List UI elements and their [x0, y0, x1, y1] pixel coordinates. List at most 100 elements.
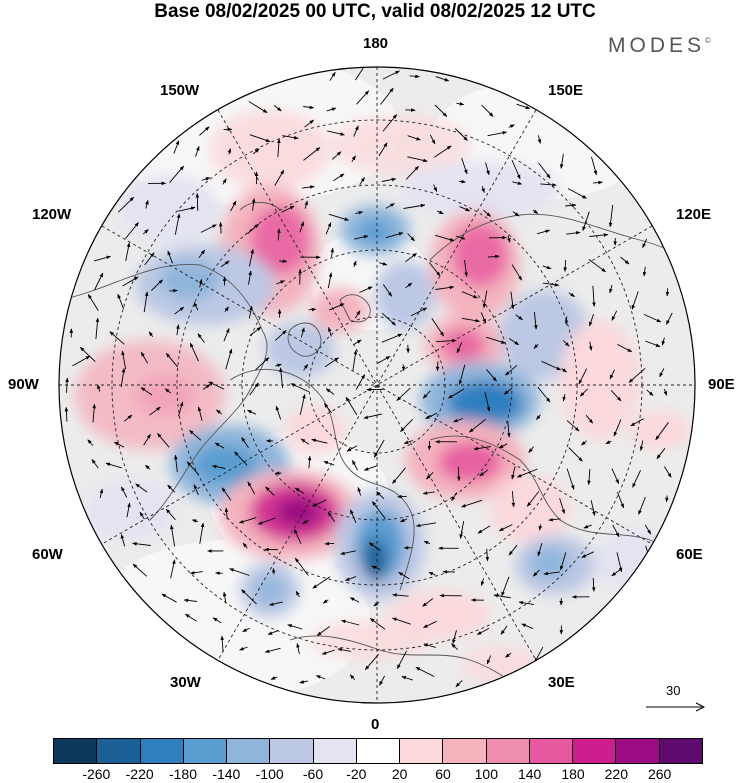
wind-vector: [407, 233, 415, 242]
wind-vector: [349, 597, 360, 603]
colorbar-segment: [226, 739, 270, 763]
colorbar-labels: -260 -220 -180 -140 -100 -60 -20 20 60 100 140 180 2…: [53, 766, 703, 783]
wind-vector: [356, 90, 370, 105]
wind-vector: [275, 363, 282, 368]
wind-vector: [638, 496, 646, 515]
wind-vector: [220, 635, 224, 653]
wind-vector: [434, 145, 452, 158]
wind-vector: [373, 439, 385, 458]
wind-vector: [326, 107, 337, 112]
wind-vector: [433, 184, 438, 193]
wind-vector: [486, 369, 497, 382]
wind-vector: [589, 233, 609, 237]
wind-vector: [664, 466, 672, 478]
wind-vector: [481, 186, 485, 193]
colorbar-segment: [485, 739, 529, 763]
wind-vector: [97, 384, 101, 392]
wind-vector: [592, 180, 603, 185]
wind-vector: [303, 364, 309, 371]
colorbar: [53, 738, 703, 764]
wind-vector: [591, 577, 596, 592]
wind-vector: [436, 210, 444, 215]
wind-vector: [353, 339, 362, 345]
wind-vector: [304, 119, 315, 128]
colorbar-tick-label: 100: [474, 766, 499, 782]
polar-map: [58, 66, 696, 704]
wind-vector: [451, 492, 457, 502]
wind-vector: [511, 466, 516, 480]
colorbar-segment: [399, 739, 443, 763]
wind-vector: [302, 185, 315, 189]
wind-vector: [528, 446, 535, 453]
wind-vector: [609, 284, 613, 294]
wind-vector: [581, 551, 594, 558]
wind-vector: [247, 481, 256, 495]
wind-vector: [628, 368, 646, 383]
wind-vector: [359, 286, 373, 293]
wind-vector: [385, 232, 404, 239]
wind-vector: [327, 326, 332, 337]
wind-vector: [396, 387, 411, 401]
colorbar-segment: [139, 739, 183, 763]
wind-vector: [481, 104, 494, 117]
wind-vector: [498, 524, 513, 532]
wind-vector: [242, 542, 248, 549]
wind-vector: [435, 285, 455, 290]
colorbar-tick-label: -220: [125, 766, 154, 782]
wind-vector: [369, 618, 386, 630]
wind-vector: [151, 279, 163, 291]
wind-vector: [455, 680, 463, 688]
wind-vector: [536, 229, 551, 235]
wind-vector: [588, 259, 606, 273]
wind-vector: [484, 392, 491, 412]
wind-vector: [620, 256, 630, 265]
wind-vector: [561, 368, 567, 373]
colorbar-segment: [572, 739, 616, 763]
wind-vector: [605, 440, 612, 445]
wind-vector: [392, 617, 411, 625]
wind-vector: [143, 291, 149, 313]
wind-vector: [611, 310, 618, 321]
wind-vector: [642, 266, 647, 277]
wind-vector: [91, 459, 99, 469]
wind-vector: [537, 386, 551, 403]
wind-vector: [565, 203, 577, 208]
wind-vector: [665, 495, 669, 503]
wind-vector: [109, 331, 125, 345]
wind-vector: [468, 419, 486, 433]
wind-vector: [135, 483, 148, 493]
colorbar-tick-label: -140: [212, 766, 241, 782]
wind-vector: [198, 278, 203, 288]
wind-vector: [189, 429, 202, 441]
wind-vector: [380, 87, 394, 105]
wind-vector: [279, 367, 284, 389]
wind-vector: [199, 522, 205, 544]
wind-vector: [425, 412, 438, 420]
wind-vector: [287, 624, 303, 630]
wind-vector: [123, 414, 133, 422]
wind-vector: [277, 138, 281, 158]
wind-vector: [609, 369, 615, 380]
wind-vector: [401, 364, 406, 372]
wind-vector: [655, 422, 669, 441]
wind-vector: [541, 360, 562, 371]
wind-vector: [461, 157, 468, 175]
wind-vector: [642, 238, 648, 249]
wind-vector: [120, 367, 126, 388]
wind-vector: [538, 162, 551, 179]
wind-vector: [239, 646, 248, 651]
wind-vector: [79, 346, 96, 363]
wind-vector: [274, 169, 285, 186]
colorbar-segment: [312, 739, 356, 763]
wind-vector: [201, 177, 211, 181]
meridian-label-90w: 90W: [8, 376, 39, 393]
reference-vector-value: 30: [666, 683, 681, 698]
wind-vector: [241, 437, 249, 448]
wind-vector: [381, 333, 403, 343]
wind-vector: [542, 282, 560, 287]
wind-vector: [193, 484, 199, 496]
wind-vector: [325, 222, 332, 235]
wind-vector: [485, 162, 490, 176]
wind-vector: [183, 598, 197, 603]
wind-vector: [293, 528, 302, 544]
